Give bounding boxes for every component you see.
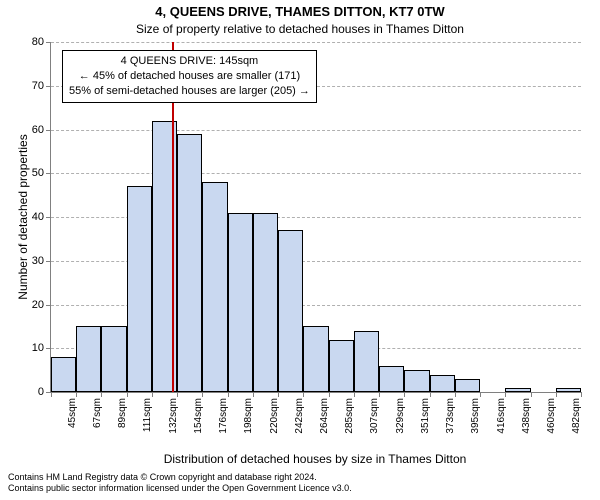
y-tick-label: 30 [4,255,44,267]
x-tick-label: 351sqm [420,398,431,458]
footer-attribution: Contains HM Land Registry data © Crown c… [8,472,592,495]
x-tick-mark [531,392,532,397]
histogram-bar [379,366,404,392]
x-tick-label: 329sqm [395,398,406,458]
x-tick-mark [430,392,431,397]
x-tick-mark [404,392,405,397]
histogram-bar [202,182,227,392]
annotation-line-1: 4 QUEENS DRIVE: 145sqm [69,54,310,69]
gridline [51,130,581,131]
x-tick-mark [329,392,330,397]
x-tick-mark [303,392,304,397]
x-tick-mark [581,392,582,397]
x-tick-mark [101,392,102,397]
histogram-bar [101,326,126,392]
y-tick-mark [46,42,51,43]
histogram-bar [177,134,202,392]
x-tick-label: 373sqm [445,398,456,458]
x-tick-mark [354,392,355,397]
x-tick-label: 438sqm [521,398,532,458]
x-tick-label: 132sqm [168,398,179,458]
x-tick-mark [253,392,254,397]
gridline [51,42,581,43]
x-tick-label: 89sqm [117,398,128,458]
histogram-bar [127,186,152,392]
histogram-bar [455,379,480,392]
histogram-bar [303,326,328,392]
x-tick-label: 220sqm [269,398,280,458]
x-tick-mark [278,392,279,397]
y-tick-mark [46,217,51,218]
x-tick-label: 154sqm [193,398,204,458]
y-tick-mark [46,86,51,87]
histogram-bar [404,370,429,392]
annotation-line-3: 55% of semi-detached houses are larger (… [69,84,310,99]
x-tick-label: 111sqm [142,398,153,458]
x-tick-label: 198sqm [243,398,254,458]
y-tick-label: 80 [4,36,44,48]
y-tick-label: 0 [4,386,44,398]
x-tick-mark [76,392,77,397]
y-tick-label: 70 [4,80,44,92]
histogram-bar [228,213,253,392]
histogram-bar [354,331,379,392]
y-tick-label: 10 [4,342,44,354]
histogram-bar [430,375,455,393]
y-tick-label: 60 [4,124,44,136]
x-tick-mark [127,392,128,397]
x-tick-label: 395sqm [470,398,481,458]
x-tick-label: 416sqm [496,398,507,458]
x-tick-label: 482sqm [571,398,582,458]
histogram-bar [76,326,101,392]
x-tick-mark [202,392,203,397]
annotation-box: 4 QUEENS DRIVE: 145sqm ← 45% of detached… [62,50,317,103]
footer-line-2: Contains public sector information licen… [8,483,592,494]
histogram-bar [556,388,581,392]
x-tick-mark [228,392,229,397]
x-tick-label: 67sqm [92,398,103,458]
x-tick-mark [152,392,153,397]
y-tick-mark [46,305,51,306]
histogram-bar [505,388,530,392]
x-tick-label: 242sqm [294,398,305,458]
chart-subtitle: Size of property relative to detached ho… [0,22,600,36]
x-tick-label: 176sqm [218,398,229,458]
x-tick-label: 460sqm [546,398,557,458]
chart-title: 4, QUEENS DRIVE, THAMES DITTON, KT7 0TW [0,4,600,19]
annotation-line-2: ← 45% of detached houses are smaller (17… [69,69,310,84]
x-tick-mark [505,392,506,397]
x-tick-label: 45sqm [67,398,78,458]
x-tick-mark [51,392,52,397]
gridline [51,173,581,174]
x-tick-mark [379,392,380,397]
footer-line-1: Contains HM Land Registry data © Crown c… [8,472,592,483]
histogram-bar [329,340,354,393]
x-tick-mark [455,392,456,397]
y-tick-label: 20 [4,299,44,311]
x-tick-label: 264sqm [319,398,330,458]
x-tick-label: 285sqm [344,398,355,458]
y-tick-mark [46,173,51,174]
histogram-bar [278,230,303,392]
y-tick-mark [46,348,51,349]
x-tick-mark [177,392,178,397]
x-tick-label: 307sqm [369,398,380,458]
y-tick-label: 40 [4,211,44,223]
y-tick-mark [46,130,51,131]
y-tick-label: 50 [4,167,44,179]
y-tick-mark [46,261,51,262]
histogram-bar [253,213,278,392]
x-tick-mark [480,392,481,397]
histogram-bar [51,357,76,392]
x-tick-mark [556,392,557,397]
chart-container: 4, QUEENS DRIVE, THAMES DITTON, KT7 0TW … [0,0,600,500]
